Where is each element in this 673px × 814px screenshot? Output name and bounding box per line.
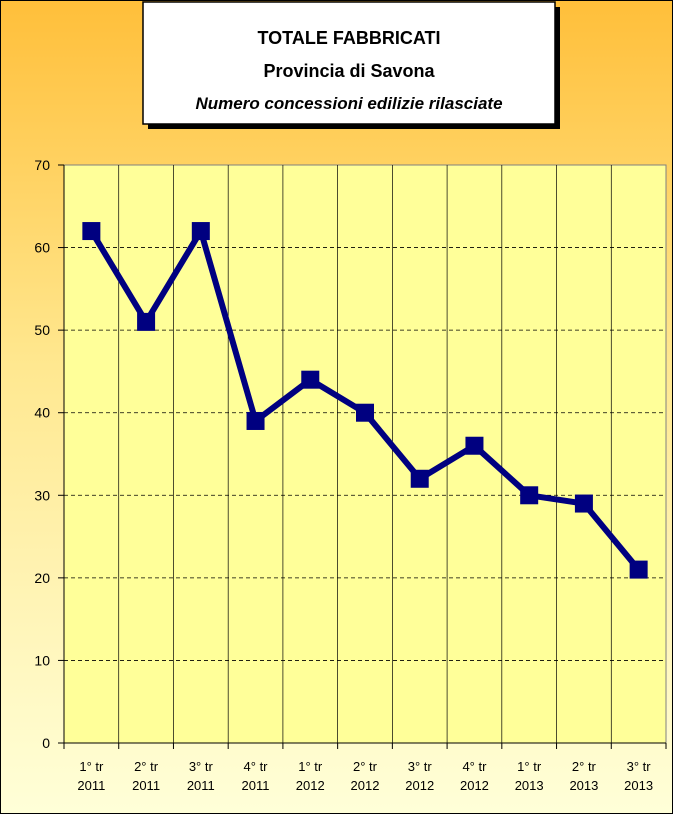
y-tick-label: 30 bbox=[34, 487, 50, 503]
x-tick-label: 2° tr 2012 bbox=[350, 759, 380, 793]
x-tick-label: 2° tr 2013 bbox=[569, 759, 599, 793]
x-tick-label: 4° tr 2011 bbox=[241, 759, 270, 793]
data-point bbox=[356, 403, 374, 422]
x-tick-label: 1° tr 2012 bbox=[295, 759, 325, 793]
data-point bbox=[246, 411, 265, 430]
x-tick-label: 3° tr 2011 bbox=[186, 759, 215, 793]
data-point bbox=[191, 222, 210, 241]
chart-subtitle: Provincia di Savona bbox=[263, 61, 435, 81]
data-point bbox=[520, 486, 539, 505]
data-point bbox=[82, 222, 101, 241]
data-point bbox=[629, 560, 648, 579]
chart-description: Numero concessioni edilizie rilasciate bbox=[195, 94, 502, 113]
y-tick-label: 60 bbox=[34, 240, 50, 256]
data-point bbox=[574, 494, 593, 513]
x-tick-label: 2° tr 2011 bbox=[132, 759, 161, 793]
data-point bbox=[301, 370, 320, 389]
x-tick-label: 1° tr 2013 bbox=[514, 759, 544, 793]
y-tick-label: 50 bbox=[34, 322, 50, 338]
x-tick-label: 4° tr 2012 bbox=[459, 759, 489, 793]
y-tick-label: 20 bbox=[34, 570, 50, 586]
title-box bbox=[142, 1, 556, 125]
x-tick-label: 3° tr 2013 bbox=[624, 759, 654, 793]
y-tick-label: 70 bbox=[34, 157, 50, 173]
x-tick-label: 1° tr 2011 bbox=[77, 759, 106, 793]
y-tick-label: 10 bbox=[34, 652, 50, 668]
y-tick-label: 0 bbox=[42, 735, 50, 751]
data-point bbox=[465, 436, 484, 455]
plot-area bbox=[63, 164, 667, 744]
data-point bbox=[137, 312, 156, 331]
chart-title: TOTALE FABBRICATI bbox=[258, 28, 441, 48]
y-tick-label: 40 bbox=[34, 405, 50, 421]
data-point bbox=[410, 469, 429, 488]
x-tick-label: 3° tr 2012 bbox=[405, 759, 435, 793]
